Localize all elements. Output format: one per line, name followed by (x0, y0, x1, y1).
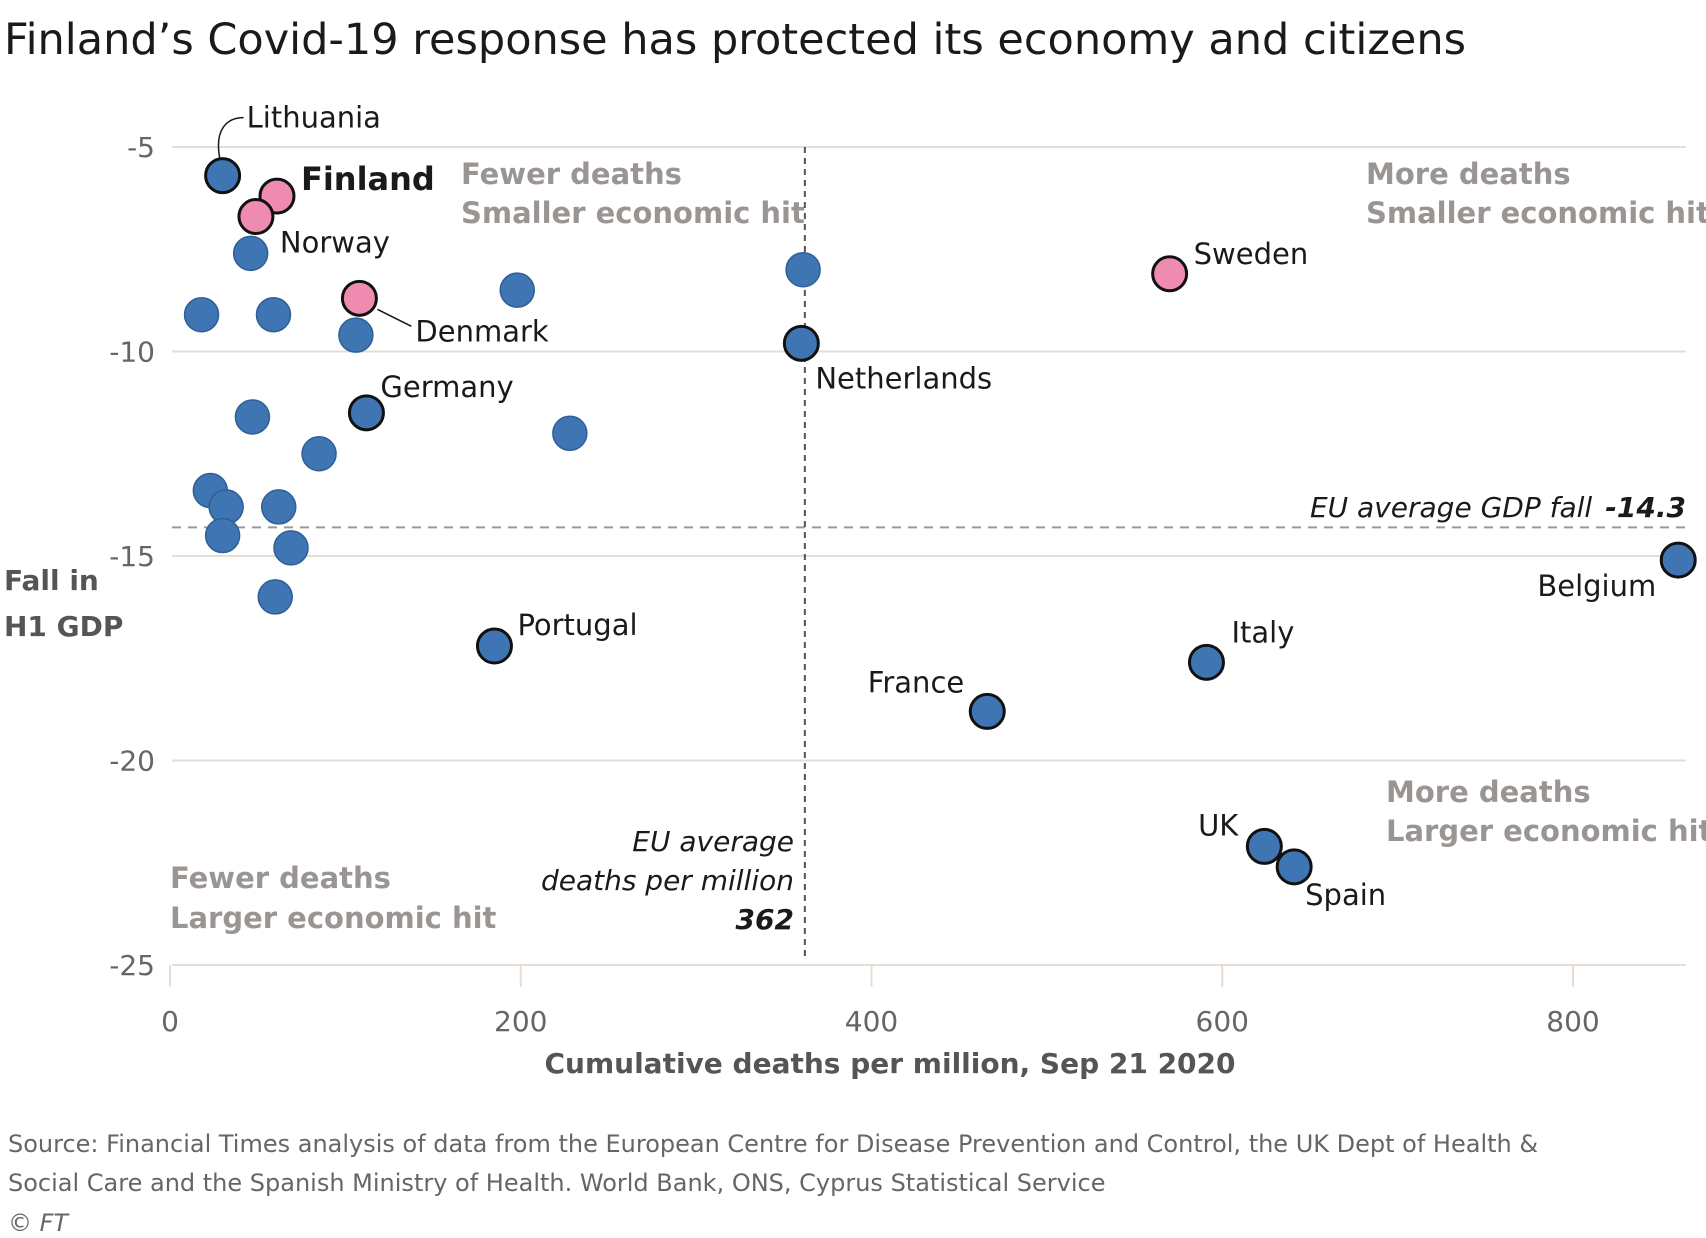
eu-deaths-annotation-line1: EU average (632, 825, 794, 858)
quadrant-top-right-line2: Smaller economic hit (1366, 196, 1706, 230)
quadrant-bottom-right-line1: More deaths (1386, 775, 1591, 809)
source-line1: Source: Financial Times analysis of data… (8, 1130, 1538, 1158)
y-tick-label: -20 (109, 745, 155, 778)
point-country (234, 399, 271, 435)
point-country (255, 296, 292, 333)
point-country (260, 489, 297, 525)
point-country (204, 517, 241, 554)
gridlines (172, 146, 1686, 966)
copyright: © FT (8, 1209, 70, 1237)
point-uk (1245, 827, 1283, 865)
point-country (338, 317, 374, 353)
label-finland: Finland (301, 160, 435, 198)
leader-lithuania (217, 116, 244, 158)
label-france: France (868, 665, 964, 699)
quadrant-top-right-line1: More deaths (1366, 157, 1571, 191)
y-tick-labels: -5 -10 -15 -20 -25 (109, 131, 155, 982)
label-sweden: Sweden (1194, 237, 1309, 271)
point-germany (347, 394, 385, 432)
point-country (499, 272, 535, 308)
y-axis-label-line1: Fall in (4, 564, 99, 597)
eu-deaths-annotation-value: 362 (736, 903, 794, 936)
x-tick-label: 800 (1546, 1005, 1599, 1038)
label-belgium: Belgium (1537, 569, 1656, 603)
y-tick-label: -10 (109, 336, 155, 369)
label-italy: Italy (1231, 615, 1294, 649)
point-country (301, 436, 337, 472)
x-axis-label: Cumulative deaths per million, Sep 21 20… (544, 1047, 1235, 1080)
quadrant-top-left-line1: Fewer deaths (461, 157, 682, 191)
y-axis-label-line2: H1 GDP (4, 610, 123, 643)
label-lithuania: Lithuania (247, 101, 381, 135)
eu-gdp-annotation: EU average GDP fall -14.3 (1310, 491, 1686, 524)
point-country (552, 415, 588, 452)
point-sweden (1151, 255, 1189, 293)
label-spain: Spain (1305, 878, 1386, 912)
country-labels: Finland Norway Denmark Sweden Lithuania Nethe… (247, 101, 1657, 912)
quadrant-bottom-left-line2: Larger economic hit (170, 901, 497, 935)
x-tick-label: 600 (1196, 1005, 1249, 1038)
eu-gdp-annotation-value: -14.3 (1605, 491, 1686, 524)
point-norway (237, 198, 275, 236)
label-uk: UK (1198, 808, 1239, 842)
label-leader-lines (217, 116, 412, 328)
x-tick-label: 400 (845, 1005, 898, 1038)
point-country (273, 530, 309, 566)
point-italy (1187, 643, 1225, 681)
eu-gdp-annotation-label: EU average GDP fall (1310, 491, 1592, 524)
label-denmark: Denmark (415, 314, 548, 348)
point-country (257, 579, 293, 615)
point-country (183, 296, 220, 333)
y-tick-label: -15 (109, 540, 155, 573)
chart-title: Finland’s Covid-19 response has protecte… (4, 15, 1466, 65)
x-tick-label: 0 (161, 1005, 179, 1038)
point-country (232, 235, 269, 272)
point-denmark (340, 279, 378, 317)
x-tick-labels: 0 200 400 600 800 (161, 965, 1600, 1038)
leader-denmark (377, 308, 412, 328)
eu-deaths-annotation-line2: deaths per million (541, 864, 794, 897)
quadrant-top-left-line2: Smaller economic hit (461, 196, 805, 230)
quadrant-bottom-left-line1: Fewer deaths (170, 861, 391, 895)
quadrant-bottom-right-line2: Larger economic hit (1386, 814, 1706, 848)
label-germany: Germany (380, 370, 513, 404)
point-spain (1275, 848, 1313, 886)
point-portugal (475, 627, 513, 665)
label-portugal: Portugal (517, 608, 637, 642)
point-netherlands (782, 324, 820, 362)
point-lithuania (204, 157, 242, 195)
y-tick-label: -25 (109, 949, 155, 982)
source-line2: Social Care and the Spanish Ministry of … (8, 1169, 1105, 1197)
point-country (785, 251, 821, 288)
label-norway: Norway (280, 226, 390, 260)
point-france (968, 692, 1006, 730)
label-netherlands: Netherlands (815, 361, 992, 395)
x-tick-label: 200 (494, 1005, 547, 1038)
point-belgium (1659, 541, 1697, 579)
y-tick-label: -5 (127, 131, 155, 164)
data-points (183, 157, 1697, 886)
